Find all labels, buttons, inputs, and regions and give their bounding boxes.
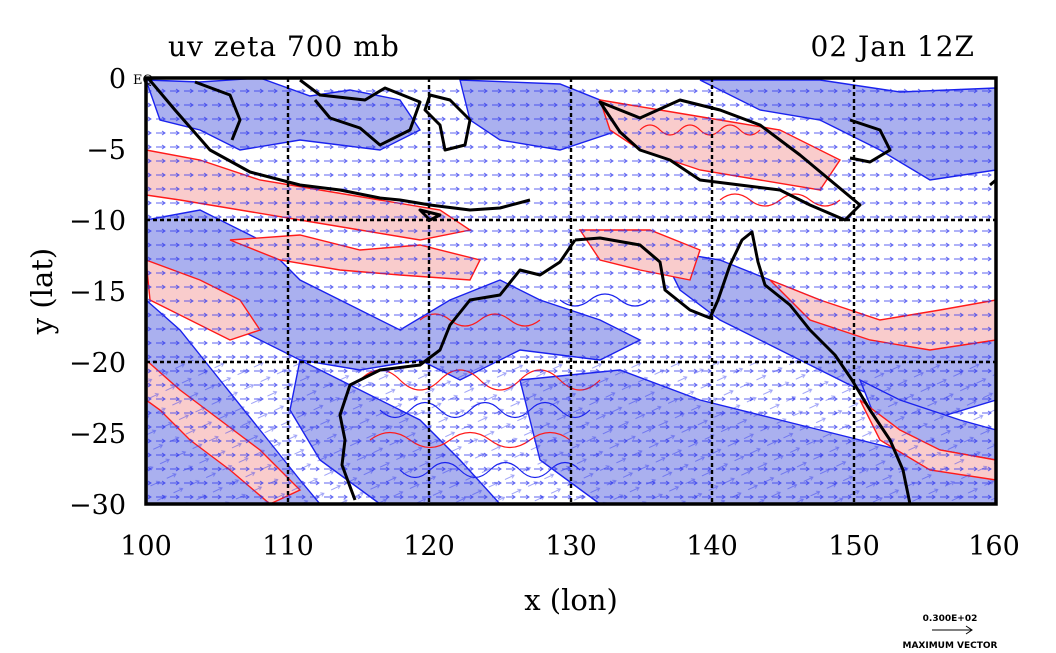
reference-arrow-icon bbox=[932, 625, 973, 635]
x-tick-label: 130 bbox=[545, 531, 597, 562]
x-tick-label: 120 bbox=[403, 531, 455, 562]
x-axis-label: x (lon) bbox=[524, 583, 618, 617]
y-tick-label: −25 bbox=[69, 419, 126, 450]
reference-vector: 0.300E+02 MAXIMUM VECTOR bbox=[902, 614, 997, 651]
y-tick-label: 0 bbox=[109, 64, 126, 95]
x-tick-label: 100 bbox=[120, 531, 172, 562]
graticule bbox=[146, 78, 996, 504]
equator-label: EQ bbox=[133, 73, 153, 88]
valid-time: 02 Jan 12Z bbox=[811, 30, 975, 63]
reference-vector-label: MAXIMUM VECTOR bbox=[902, 641, 997, 651]
plot-area bbox=[146, 78, 996, 504]
y-tick-label: −5 bbox=[86, 135, 126, 166]
y-tick-label: −15 bbox=[69, 277, 126, 308]
y-tick-label: −30 bbox=[69, 490, 126, 521]
reference-vector-value: 0.300E+02 bbox=[923, 614, 978, 624]
x-tick-label: 140 bbox=[686, 531, 738, 562]
y-axis-ticks: 0 −5 −10 −15 −20 −25 −30 bbox=[69, 64, 126, 521]
x-tick-label: 110 bbox=[262, 531, 314, 562]
plot-frame bbox=[144, 76, 998, 506]
y-axis-label: y (lat) bbox=[25, 248, 59, 335]
y-tick-label: −20 bbox=[69, 348, 126, 379]
x-tick-label: 150 bbox=[828, 531, 880, 562]
chart-title: uv zeta 700 mb bbox=[168, 30, 400, 63]
y-tick-label: −10 bbox=[69, 206, 126, 237]
x-axis-ticks: 100 110 120 130 140 150 160 bbox=[120, 531, 1020, 562]
x-tick-label: 160 bbox=[968, 531, 1020, 562]
